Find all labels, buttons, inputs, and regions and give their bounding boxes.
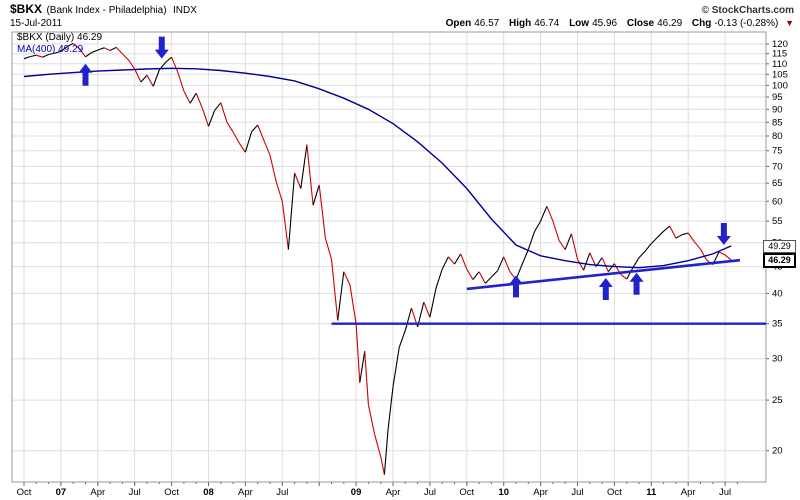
svg-text:Apr: Apr <box>386 487 401 498</box>
open-value: 46.57 <box>474 18 500 29</box>
change-value: -0.13 (-0.28%) <box>714 18 779 29</box>
svg-text:120: 120 <box>772 39 788 50</box>
low-value: 45.96 <box>592 18 618 29</box>
svg-text:Jul: Jul <box>571 487 583 498</box>
svg-text:11: 11 <box>646 487 657 498</box>
open-label: Open <box>445 18 472 29</box>
svg-text:110: 110 <box>772 59 787 70</box>
legend-price-series: $BKX (Daily) 46.29 <box>17 32 103 43</box>
close-label: Close <box>626 18 655 29</box>
svg-text:60: 60 <box>772 196 783 207</box>
high-value: 46.74 <box>534 18 560 29</box>
chart-legend: $BKX (Daily) 46.29 MA(400) 49.29 <box>17 32 102 56</box>
low-label: Low <box>569 18 590 29</box>
legend-ma-series: MA(400) 49.29 <box>17 44 84 55</box>
svg-text:40: 40 <box>772 288 783 299</box>
stockcharts-credit: © StockCharts.com <box>701 5 794 16</box>
svg-text:115: 115 <box>772 49 787 60</box>
symbol-description: (Bank Index - Philadelphia) <box>46 5 167 16</box>
change-label: Chg <box>691 18 712 29</box>
chart-date: 15-Jul-2011 <box>10 18 63 29</box>
svg-text:95: 95 <box>772 92 783 103</box>
svg-text:Apr: Apr <box>90 487 105 498</box>
chart-area: 1201151101051009590858075706560555045403… <box>0 30 800 500</box>
svg-text:70: 70 <box>772 161 783 172</box>
svg-text:Jul: Jul <box>424 487 436 498</box>
svg-text:Apr: Apr <box>533 487 548 498</box>
svg-text:Oct: Oct <box>607 487 622 498</box>
chart-title: $BKX (Bank Index - Philadelphia) INDX <box>10 2 197 17</box>
svg-text:20: 20 <box>772 446 783 457</box>
svg-text:80: 80 <box>772 131 783 142</box>
svg-text:25: 25 <box>772 395 783 406</box>
exchange-text: INDX <box>173 5 197 16</box>
svg-text:Apr: Apr <box>238 487 253 498</box>
svg-text:09: 09 <box>351 487 362 498</box>
svg-text:90: 90 <box>772 104 783 115</box>
chart-header: $BKX (Bank Index - Philadelphia) INDX © … <box>0 0 800 30</box>
svg-text:Jul: Jul <box>276 487 288 498</box>
symbol-text: $BKX <box>10 2 43 16</box>
svg-text:07: 07 <box>56 487 67 498</box>
svg-text:85: 85 <box>772 117 783 128</box>
svg-text:10: 10 <box>498 487 509 498</box>
svg-text:65: 65 <box>772 178 783 189</box>
svg-text:100: 100 <box>772 80 788 91</box>
svg-text:Oct: Oct <box>164 487 179 498</box>
last-price-label: 46.29 <box>763 253 796 269</box>
close-value: 46.29 <box>657 18 683 29</box>
price-chart-canvas: 1201151101051009590858075706560555045403… <box>11 31 788 498</box>
svg-text:55: 55 <box>772 216 783 227</box>
svg-text:Jul: Jul <box>129 487 141 498</box>
svg-text:35: 35 <box>772 319 783 330</box>
change-down-triangle-icon: ▼ <box>785 18 794 28</box>
quote-summary: Open 46.57 High 46.74 Low 45.96 Close 46.29 … <box>439 17 794 30</box>
svg-text:Jul: Jul <box>719 487 731 498</box>
svg-text:Oct: Oct <box>17 487 32 498</box>
svg-text:Apr: Apr <box>681 487 696 498</box>
high-label: High <box>509 18 532 29</box>
svg-text:08: 08 <box>203 487 214 498</box>
ma-price-label: 49.29 <box>763 239 796 253</box>
svg-text:30: 30 <box>772 354 783 365</box>
svg-text:105: 105 <box>772 69 788 80</box>
svg-text:Oct: Oct <box>459 487 474 498</box>
svg-text:75: 75 <box>772 146 783 157</box>
